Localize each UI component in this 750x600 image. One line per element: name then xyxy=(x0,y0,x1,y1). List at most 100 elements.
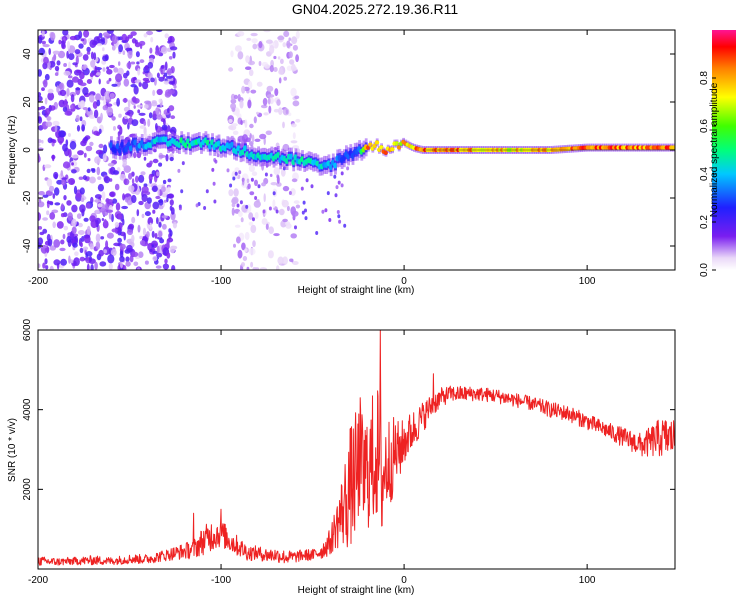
noise-speckle xyxy=(68,255,71,264)
noise-speckle xyxy=(292,145,300,150)
noise-speckle xyxy=(310,184,314,189)
snr-x-label: Height of straight line (km) xyxy=(298,585,415,596)
noise-speckle xyxy=(47,238,53,247)
noise-speckle xyxy=(114,183,120,191)
noise-speckle xyxy=(285,109,289,115)
noise-speckle xyxy=(161,186,166,193)
noise-speckle xyxy=(85,145,93,152)
noise-speckle xyxy=(97,176,102,181)
noise-speckle xyxy=(251,38,258,44)
noise-speckle xyxy=(115,73,123,83)
noise-speckle xyxy=(49,105,56,111)
noise-speckle xyxy=(239,99,244,109)
noise-speckle xyxy=(85,251,93,257)
noise-speckle xyxy=(86,168,91,174)
noise-speckle xyxy=(265,223,269,230)
noise-speckle xyxy=(149,160,153,166)
noise-speckle xyxy=(50,32,56,41)
y-tick-label: -40 xyxy=(22,238,33,253)
noise-speckle xyxy=(268,226,275,234)
noise-speckle xyxy=(52,221,56,229)
noise-speckle xyxy=(135,51,140,58)
colorbar-ticks: 0.0 0.2 0.4 0.6 0.8 xyxy=(699,71,716,277)
noise-speckle xyxy=(259,267,267,270)
noise-speckle xyxy=(60,258,67,266)
noise-speckle xyxy=(248,69,254,77)
noise-speckle xyxy=(105,198,110,204)
noise-speckle xyxy=(283,30,290,38)
noise-speckle xyxy=(141,194,148,202)
noise-speckle xyxy=(253,200,261,208)
noise-speckle xyxy=(250,261,254,268)
noise-speckle xyxy=(295,204,301,209)
colorbar-tick-label: 0.4 xyxy=(699,167,710,181)
noise-speckle xyxy=(115,202,121,211)
noise-speckle xyxy=(168,80,176,85)
noise-speckle xyxy=(54,65,60,72)
noise-speckle xyxy=(246,266,250,270)
noise-speckle xyxy=(77,230,85,235)
noise-speckle xyxy=(247,183,251,190)
noise-speckle xyxy=(277,56,281,60)
noise-speckle xyxy=(60,213,65,218)
noise-speckle xyxy=(129,113,133,118)
noise-speckle xyxy=(230,93,236,101)
noise-speckle xyxy=(273,108,280,113)
noise-speckle xyxy=(95,149,103,155)
noise-speckle xyxy=(102,55,109,62)
noise-speckle xyxy=(254,179,258,186)
noise-speckle xyxy=(244,231,250,241)
noise-speckle xyxy=(58,130,66,138)
noise-speckle xyxy=(89,114,96,119)
noise-speckle xyxy=(305,178,309,183)
noise-speckle xyxy=(144,100,152,105)
noise-speckle xyxy=(229,183,233,188)
noise-speckle xyxy=(38,116,43,124)
noise-speckle xyxy=(142,227,147,236)
noise-speckle xyxy=(109,64,115,69)
noise-speckle xyxy=(81,124,85,132)
noise-speckle xyxy=(247,99,252,109)
noise-speckle xyxy=(149,47,153,54)
noise-speckle xyxy=(68,52,75,61)
noise-speckle xyxy=(62,161,71,169)
noise-speckle xyxy=(291,36,298,45)
noise-speckle xyxy=(269,44,275,54)
noise-speckle xyxy=(51,154,55,162)
noise-speckle xyxy=(123,72,128,79)
noise-speckle xyxy=(265,39,273,44)
snr-y-label: SNR (10 * v/v) xyxy=(7,418,18,482)
noise-speckle xyxy=(228,189,234,197)
noise-speckle xyxy=(138,82,142,87)
snr-series-line xyxy=(38,330,675,566)
noise-speckle xyxy=(281,199,289,208)
spectrogram-y-ticks: -40 -20 0 20 40 xyxy=(22,48,675,253)
noise-speckle xyxy=(86,46,91,53)
noise-speckle xyxy=(136,61,140,65)
noise-speckle xyxy=(165,154,169,162)
noise-speckle xyxy=(83,217,89,222)
noise-speckle xyxy=(106,106,114,116)
noise-speckle xyxy=(94,261,98,270)
noise-speckle xyxy=(111,83,118,87)
noise-speckle xyxy=(72,76,79,83)
noise-speckle xyxy=(126,228,134,236)
noise-speckle xyxy=(102,105,108,111)
noise-speckle xyxy=(38,237,44,246)
y-tick-label: 0 xyxy=(22,147,33,153)
noise-speckle xyxy=(248,212,254,220)
noise-speckle xyxy=(80,38,85,42)
noise-speckle xyxy=(95,217,101,225)
noise-speckle xyxy=(82,246,89,251)
noise-speckle xyxy=(267,250,274,259)
noise-speckle xyxy=(228,119,233,123)
noise-speckle xyxy=(137,224,141,233)
noise-speckle xyxy=(81,65,87,70)
noise-speckle xyxy=(234,167,240,172)
noise-speckle xyxy=(130,61,136,65)
noise-speckle xyxy=(98,249,104,257)
noise-speckle xyxy=(79,247,84,253)
noise-speckle xyxy=(89,94,95,103)
noise-speckle xyxy=(158,98,162,104)
noise-speckle xyxy=(137,68,141,76)
